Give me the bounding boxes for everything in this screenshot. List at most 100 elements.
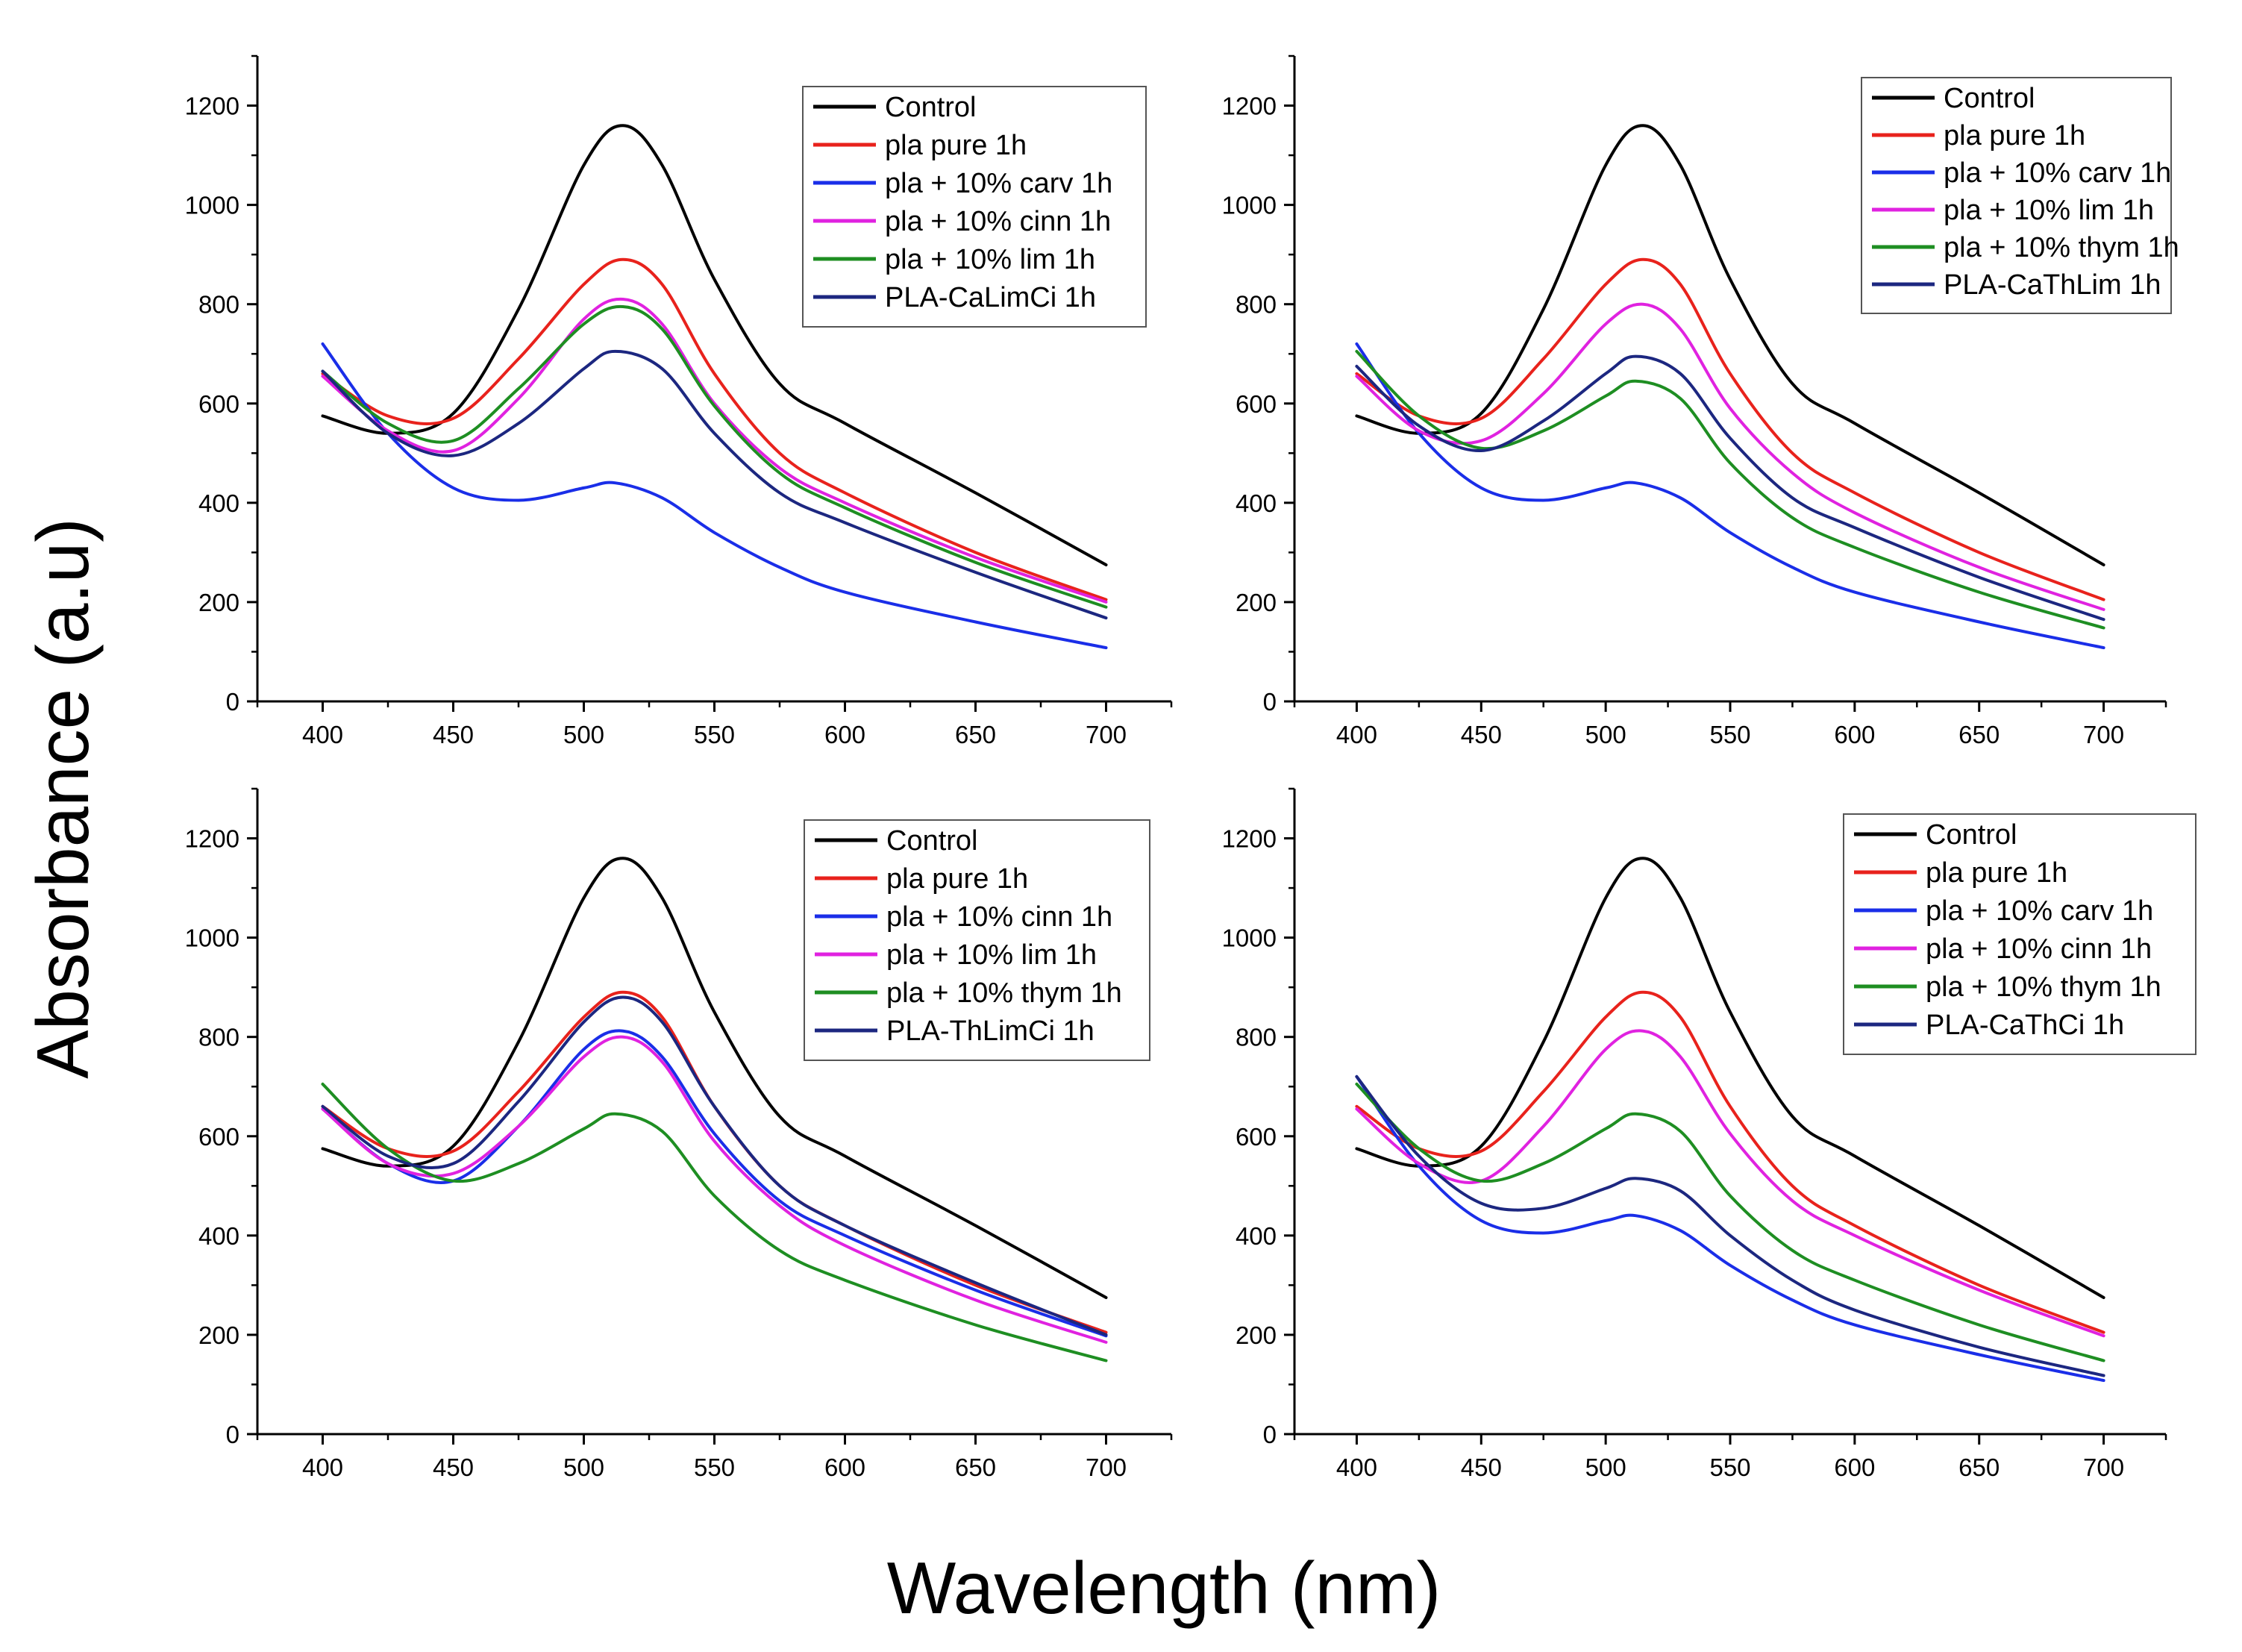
y-tick-label: 1000 (1222, 924, 1277, 952)
x-tick-label: 400 (302, 1454, 343, 1481)
y-tick-label: 1000 (185, 192, 239, 219)
series-line-1 (321, 257, 1108, 601)
series-line-0 (1355, 124, 2105, 566)
series-line-0 (321, 124, 1108, 566)
x-tick-label: 450 (433, 721, 474, 748)
x-tick-label: 700 (1086, 721, 1127, 748)
y-tick-label: 800 (1236, 291, 1277, 319)
legend-label: pla pure 1h (1944, 120, 2085, 151)
series-line-3 (321, 1035, 1108, 1344)
y-tick-label: 1200 (185, 825, 239, 853)
legend: Control pla pure 1h pla + 10% carv 1h pla +… (802, 86, 1147, 328)
legend-label: pla + 10% lim 1h (886, 939, 1097, 971)
chart-panel-top-left: 0 200 400 600 800 1000 1200 400 450 500 550 600 650 7… (185, 54, 1173, 748)
x-tick-label: 500 (563, 1454, 604, 1481)
x-tick-label: 500 (563, 721, 604, 748)
legend-box (1843, 813, 2196, 1055)
series-line-5 (321, 995, 1108, 1336)
series-line-3 (321, 297, 1108, 604)
y-tick-label: 400 (1236, 489, 1277, 517)
y-tick-label: 1000 (1222, 192, 1277, 219)
legend-label: pla pure 1h (886, 863, 1028, 895)
x-tick-label: 450 (1461, 721, 1502, 748)
y-axis-title: Absorbance (a.u) (22, 518, 104, 1079)
legend: Control pla pure 1h pla + 10% carv 1h pla +… (1861, 77, 2179, 314)
x-tick-label: 650 (955, 1454, 996, 1481)
legend-label: Control (886, 825, 978, 857)
y-tick-label: 600 (198, 1123, 239, 1151)
x-tick-label: 450 (1461, 1454, 1502, 1481)
legend-label: pla + 10% cinn 1h (885, 206, 1111, 237)
x-tick-label: 400 (302, 721, 343, 748)
y-tick-label: 800 (198, 291, 239, 319)
x-tick-label: 700 (1086, 1454, 1127, 1481)
legend-label: PLA-ThLimCi 1h (886, 1016, 1095, 1047)
x-tick-label: 550 (1709, 721, 1750, 748)
legend-label: pla pure 1h (1926, 857, 2067, 889)
series-line-5 (321, 349, 1108, 620)
legend-label: PLA-CaLimCi 1h (885, 282, 1096, 313)
y-tick-label: 800 (198, 1024, 239, 1051)
legend-label: Control (885, 92, 977, 123)
chart-panel-bottom-left: 0 200 400 600 800 1000 1200 400 450 500 550 600 650 7… (185, 787, 1173, 1481)
y-tick-label: 0 (1263, 1421, 1277, 1448)
x-tick-label: 600 (1834, 721, 1875, 748)
y-tick-label: 600 (1236, 390, 1277, 418)
x-tick-label: 550 (1709, 1454, 1750, 1481)
chart-panel-top-right: 0 200 400 600 800 1000 1200 400 450 500 550 600 650 7… (1222, 54, 2179, 748)
y-tick-label: 0 (226, 688, 239, 716)
series-line-2 (321, 342, 1108, 650)
legend-box (1861, 77, 2172, 314)
chart-panel-bottom-right: 0 200 400 600 800 1000 1200 400 450 500 550 600 650 7… (1222, 787, 2196, 1481)
legend-label: PLA-CaThCi 1h (1926, 1010, 2124, 1041)
y-tick-label: 400 (1236, 1222, 1277, 1250)
legend-label: pla + 10% lim 1h (1944, 195, 2154, 226)
legend-label: pla + 10% cinn 1h (886, 901, 1112, 933)
y-tick-label: 400 (198, 1222, 239, 1250)
legend-label: pla pure 1h (885, 130, 1027, 161)
x-tick-label: 650 (1958, 1454, 2000, 1481)
x-axis-title: Wavelength (nm) (887, 1547, 1441, 1629)
x-tick-label: 550 (694, 1454, 735, 1481)
x-tick-label: 550 (694, 721, 735, 748)
x-tick-label: 400 (1336, 721, 1377, 748)
series-line-4 (321, 1082, 1108, 1362)
y-tick-label: 200 (1236, 1321, 1277, 1349)
legend-label: pla + 10% carv 1h (885, 168, 1112, 199)
x-tick-label: 600 (824, 721, 865, 748)
x-tick-label: 600 (824, 1454, 865, 1481)
y-tick-label: 1200 (1222, 93, 1277, 120)
x-tick-label: 450 (433, 1454, 474, 1481)
series-line-1 (1355, 257, 2105, 601)
y-tick-label: 600 (1236, 1123, 1277, 1151)
legend: Control pla pure 1h pla + 10% cinn 1h pla +… (804, 819, 1150, 1061)
legend-label: pla + 10% thym 1h (886, 977, 1122, 1009)
series-line-4 (1355, 1082, 2105, 1362)
legend: Control pla pure 1h pla + 10% carv 1h pla +… (1843, 813, 2196, 1055)
series-line-0 (321, 857, 1108, 1299)
legend-label: pla + 10% thym 1h (1926, 972, 2161, 1003)
x-tick-label: 500 (1585, 1454, 1626, 1481)
y-tick-label: 400 (198, 489, 239, 517)
legend-label: pla + 10% carv 1h (1926, 895, 2153, 927)
y-tick-label: 0 (1263, 688, 1277, 716)
legend-box (802, 86, 1147, 328)
legend-label: pla + 10% lim 1h (885, 244, 1095, 275)
y-tick-label: 1200 (185, 93, 239, 120)
x-tick-label: 400 (1336, 1454, 1377, 1481)
series-line-1 (1355, 990, 2105, 1334)
legend-label: pla + 10% thym 1h (1944, 232, 2179, 263)
y-tick-label: 200 (198, 1321, 239, 1349)
legend-label: PLA-CaThLim 1h (1944, 269, 2161, 301)
y-tick-label: 0 (226, 1421, 239, 1448)
legend-label: pla + 10% carv 1h (1944, 157, 2171, 189)
series-line-3 (1355, 302, 2105, 611)
legend-label: Control (1926, 819, 2017, 851)
x-tick-label: 650 (955, 721, 996, 748)
series-line-4 (321, 304, 1108, 609)
y-tick-label: 200 (198, 589, 239, 616)
series-line-2 (1355, 1074, 2105, 1383)
legend-box (804, 819, 1150, 1061)
y-tick-label: 200 (1236, 589, 1277, 616)
